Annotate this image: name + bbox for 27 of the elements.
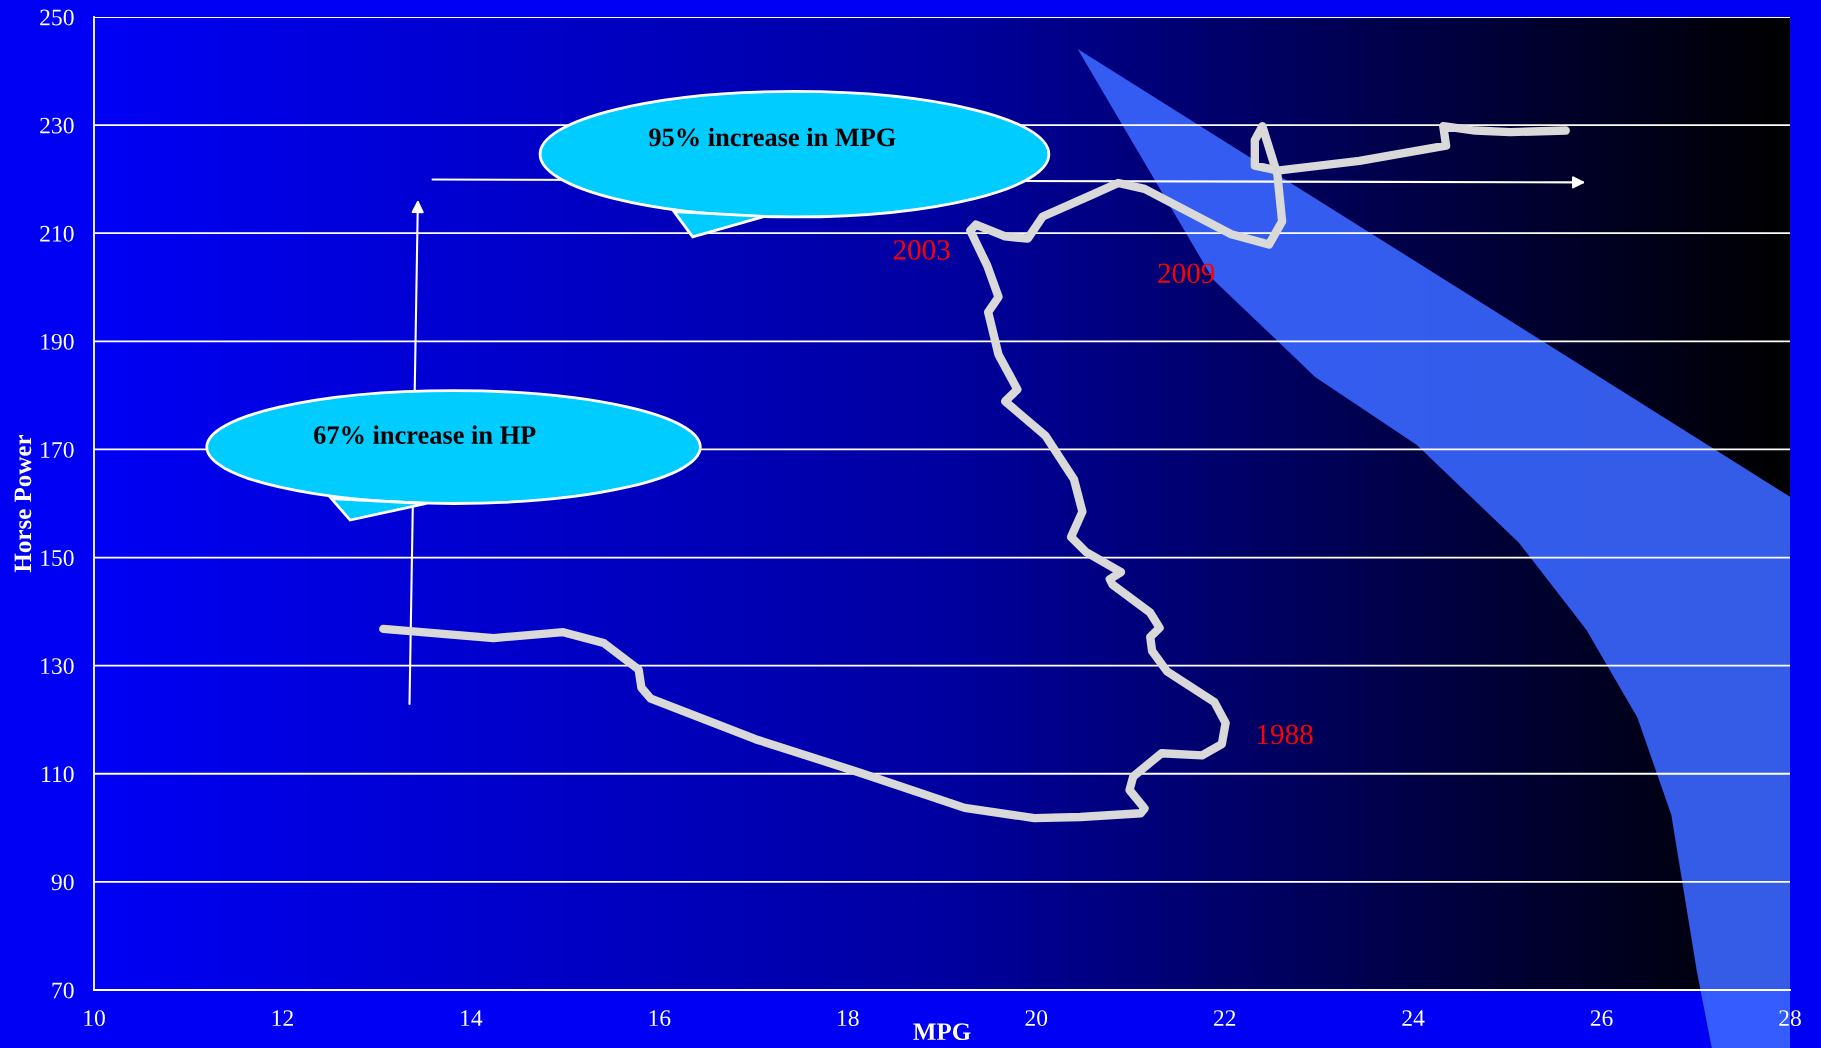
x-tick-label: 16 (649, 1010, 671, 1027)
annotation: 2003 (893, 240, 950, 260)
y-tick-label: 70 (52, 982, 74, 999)
y-tick-label: 190 (41, 333, 74, 350)
annotation: 95% increase in MPG (649, 127, 896, 147)
x-tick-label: 10 (84, 1010, 105, 1027)
x-tick-label: 18 (838, 1010, 859, 1027)
annotation: 67% increase in HP (314, 425, 536, 445)
y-tick-label: 90 (51, 874, 74, 891)
y-tick-label: 150 (41, 550, 74, 566)
x-tick-label: 26 (1590, 1010, 1613, 1027)
x-tick-label: 22 (1213, 1010, 1236, 1026)
x-axis-title: MPG (913, 1023, 971, 1041)
y-tick-label: 210 (40, 225, 74, 242)
y-tick-label: 250 (40, 9, 74, 26)
y-axis-title: Horse Power (14, 434, 32, 573)
x-tick-label: 28 (1779, 1010, 1801, 1027)
y-tick-label: 230 (40, 117, 74, 134)
annotation: 1988 (1257, 724, 1313, 745)
x-tick-label: 20 (1025, 1010, 1048, 1027)
x-tick-label: 12 (272, 1010, 293, 1026)
y-tick-label: 170 (41, 441, 74, 458)
y-tick-label: 130 (41, 658, 74, 675)
annotation: 2009 (1158, 263, 1215, 284)
x-tick-label: 14 (461, 1010, 483, 1026)
x-tick-label: 24 (1402, 1010, 1425, 1026)
y-tick-label: 110 (42, 766, 74, 783)
